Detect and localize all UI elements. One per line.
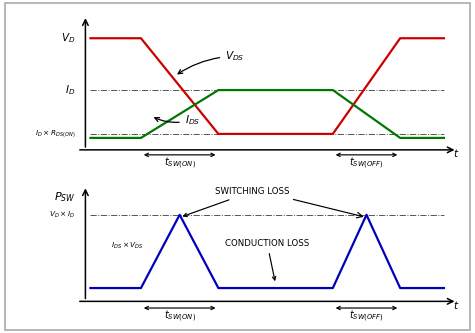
Text: $I_{DS}$: $I_{DS}$ xyxy=(155,113,200,127)
Text: $V_D \times I_D$: $V_D \times I_D$ xyxy=(49,210,76,220)
Text: $t_{SW(OFF)}$: $t_{SW(OFF)}$ xyxy=(349,155,384,170)
Text: $V_D$: $V_D$ xyxy=(61,31,76,45)
Text: $V_{DS}$: $V_{DS}$ xyxy=(178,49,245,74)
Text: $I_D \times R_{DS(ON)}$: $I_D \times R_{DS(ON)}$ xyxy=(35,129,76,139)
Text: t: t xyxy=(454,301,458,311)
Text: CONDUCTION LOSS: CONDUCTION LOSS xyxy=(225,239,309,280)
Text: $t_{SW(OFF)}$: $t_{SW(OFF)}$ xyxy=(349,309,384,324)
Text: SWITCHING LOSS: SWITCHING LOSS xyxy=(183,187,289,216)
Text: $I_{DS} \times V_{DS}$: $I_{DS} \times V_{DS}$ xyxy=(111,240,143,250)
Text: $t_{SW(ON)}$: $t_{SW(ON)}$ xyxy=(163,155,196,170)
Text: $P_{SW}$: $P_{SW}$ xyxy=(54,190,76,204)
Text: $t_{SW(ON)}$: $t_{SW(ON)}$ xyxy=(163,309,196,324)
Text: $I_D$: $I_D$ xyxy=(65,83,76,97)
Text: t: t xyxy=(454,149,458,159)
